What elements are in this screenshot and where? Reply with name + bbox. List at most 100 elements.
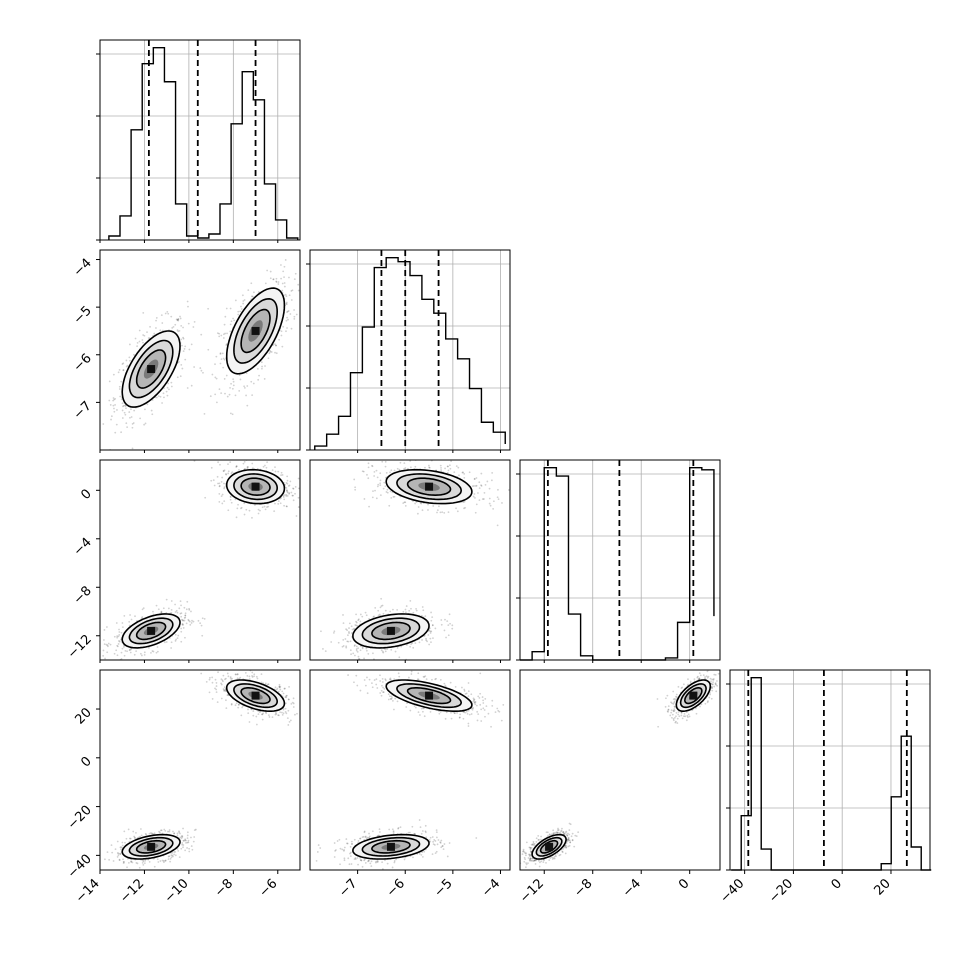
scatter-point xyxy=(447,469,450,472)
scatter-point xyxy=(496,496,499,499)
scatter-point xyxy=(491,472,494,474)
scatter-point xyxy=(277,714,279,717)
scatter-point xyxy=(251,671,254,674)
scatter-point xyxy=(384,485,387,488)
scatter-point xyxy=(221,352,224,355)
scatter-point xyxy=(357,840,360,842)
scatter-point xyxy=(145,833,148,836)
scatter-point xyxy=(200,369,203,372)
scatter-point xyxy=(264,682,267,685)
scatter-point xyxy=(290,290,293,292)
scatter-point xyxy=(200,624,203,627)
scatter-point xyxy=(266,461,269,464)
scatter-point xyxy=(136,862,139,865)
scatter-point xyxy=(213,484,216,487)
scatter-point xyxy=(102,654,105,657)
density-peak xyxy=(251,482,260,491)
scatter-point xyxy=(449,467,452,470)
scatter-point xyxy=(363,657,365,660)
scatter-point xyxy=(237,703,240,706)
scatter-point xyxy=(263,378,266,380)
scatter-point xyxy=(384,609,387,612)
scatter-point xyxy=(282,270,285,273)
scatter-point xyxy=(427,634,430,636)
scatter-point xyxy=(223,689,225,692)
scatter-point xyxy=(194,828,197,831)
scatter-point xyxy=(429,632,432,634)
scatter-point xyxy=(388,504,391,507)
scatter-point xyxy=(473,485,475,487)
scatter-point xyxy=(110,418,112,421)
scatter-point xyxy=(173,853,176,856)
scatter-point xyxy=(283,276,285,278)
scatter-point xyxy=(181,367,184,370)
scatter-point xyxy=(148,860,151,863)
scatter-point xyxy=(363,858,366,861)
scatter-point xyxy=(379,482,382,485)
scatter-point xyxy=(284,711,287,713)
scatter-point xyxy=(106,851,109,853)
scatter-point xyxy=(144,422,147,425)
scatter-point xyxy=(186,837,189,840)
scatter-point xyxy=(135,831,137,834)
scatter-point xyxy=(134,615,136,618)
scatter-point xyxy=(115,423,118,426)
scatter-point xyxy=(314,500,316,502)
scatter-point xyxy=(118,859,121,861)
scatter-point xyxy=(427,464,430,467)
scatter-point xyxy=(279,685,282,688)
scatter-point xyxy=(455,465,458,467)
scatter-point xyxy=(258,711,261,714)
scatter-point xyxy=(293,317,296,320)
scatter-point xyxy=(225,307,228,310)
scatter-point xyxy=(268,716,271,718)
scatter-point xyxy=(436,509,439,512)
scatter-point xyxy=(189,623,192,626)
scatter-point xyxy=(349,649,352,652)
scatter-point xyxy=(161,402,163,404)
scatter-point xyxy=(292,702,295,705)
scatter-point xyxy=(143,653,146,656)
scatter-point xyxy=(217,482,219,485)
scatter-point xyxy=(236,677,239,680)
scatter-point xyxy=(447,634,450,637)
scatter-point xyxy=(236,507,239,510)
scatter-point xyxy=(269,349,271,352)
scatter-point xyxy=(142,607,145,610)
scatter-point xyxy=(176,832,179,835)
scatter-point xyxy=(141,861,144,864)
scatter-point xyxy=(128,649,131,652)
scatter-point xyxy=(351,628,354,631)
scatter-point xyxy=(353,627,355,630)
scatter-point xyxy=(271,716,274,719)
scatter-point xyxy=(215,688,218,691)
scatter-point xyxy=(188,847,191,850)
scatter-point xyxy=(354,644,356,647)
scatter-point xyxy=(257,512,260,515)
scatter-point xyxy=(305,493,307,495)
scatter-point xyxy=(134,837,137,840)
scatter-point xyxy=(252,710,255,712)
scatter-point xyxy=(182,619,184,622)
scatter-point xyxy=(165,390,168,393)
scatter-point xyxy=(118,388,121,390)
scatter-point xyxy=(439,511,442,514)
scatter-point xyxy=(184,358,187,361)
scatter-point xyxy=(172,830,174,833)
scatter-point xyxy=(222,337,225,339)
scatter-point xyxy=(210,479,213,482)
scatter-point xyxy=(380,649,383,652)
scatter-point xyxy=(392,608,394,611)
scatter-point xyxy=(348,627,350,629)
scatter-point xyxy=(121,844,124,847)
scatter-point xyxy=(393,495,396,498)
scatter-point xyxy=(368,505,370,508)
scatter-point xyxy=(160,611,163,614)
scatter-point xyxy=(367,466,370,469)
scatter-point xyxy=(128,356,131,359)
scatter-point xyxy=(229,461,232,464)
scatter-point xyxy=(225,344,228,347)
scatter-point xyxy=(180,338,183,341)
scatter-point xyxy=(280,264,282,266)
scatter-point xyxy=(347,634,349,637)
